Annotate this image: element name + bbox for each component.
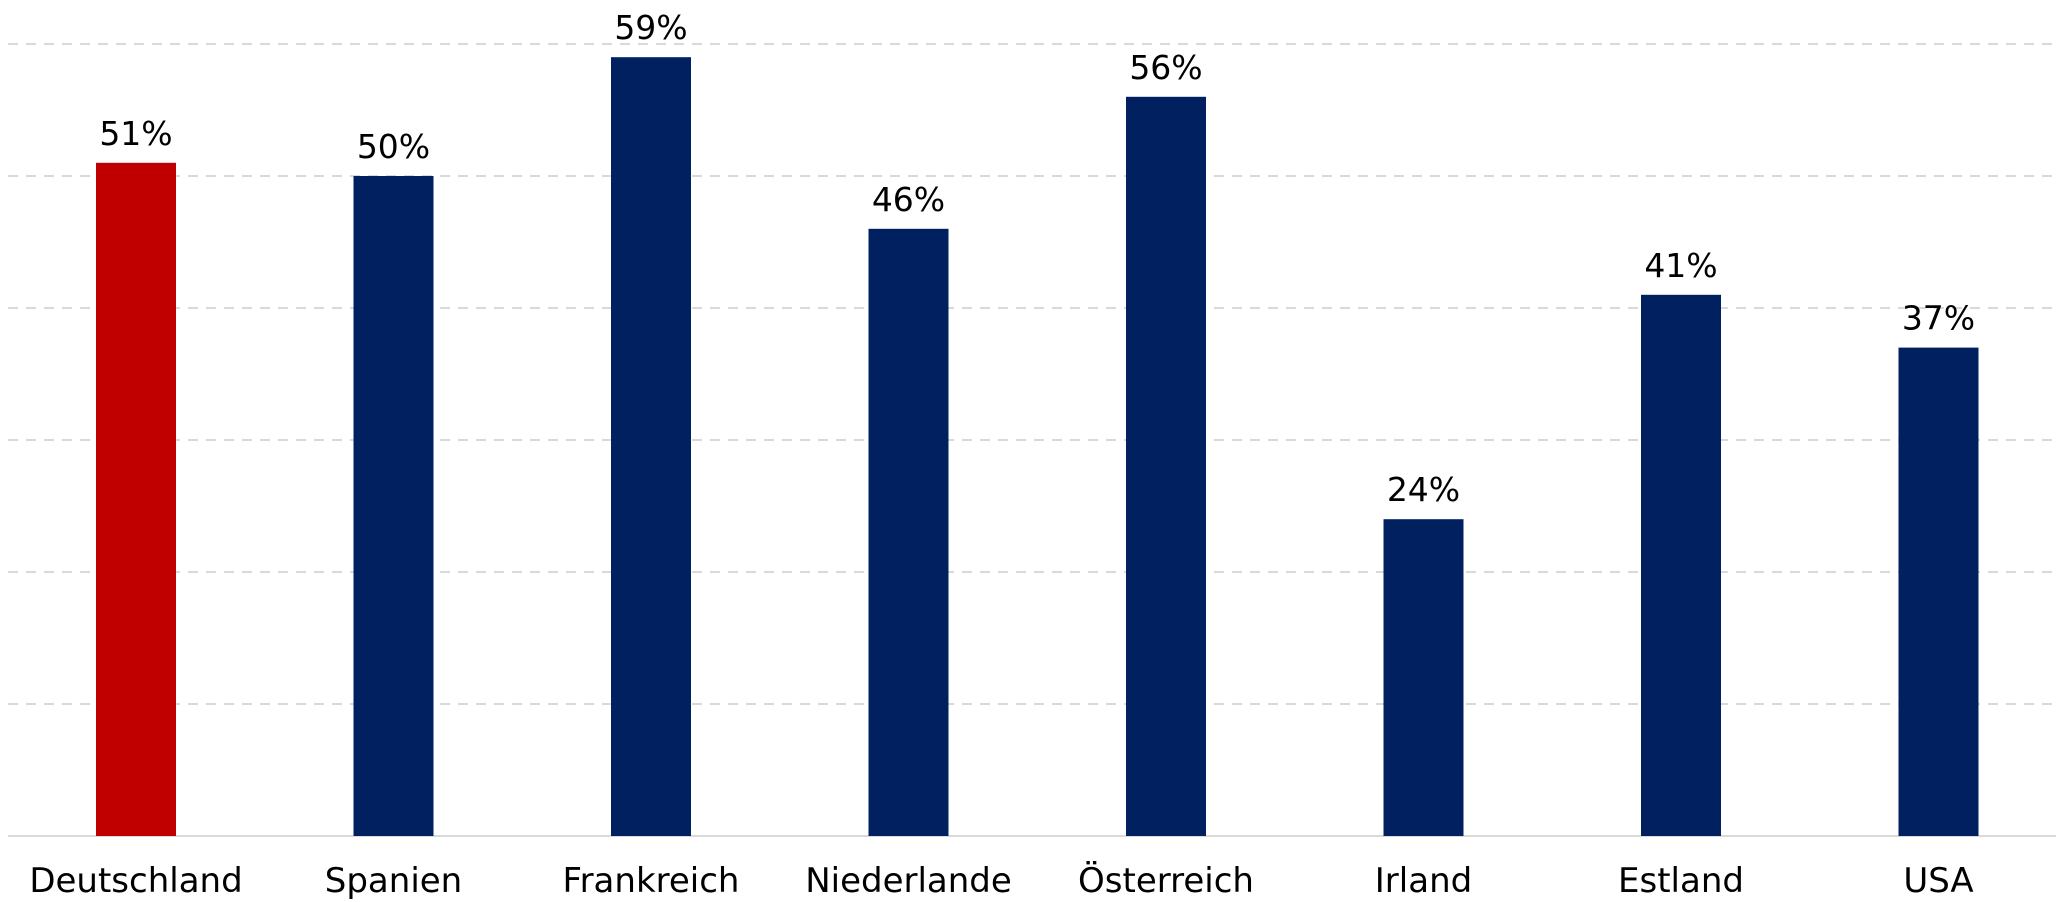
x-tick-label-niederlande: Niederlande: [805, 861, 1012, 901]
x-tick-label-spanien: Spanien: [325, 861, 462, 901]
x-tick-label-deutschland: Deutschland: [29, 861, 242, 901]
data-label-estland: 41%: [1644, 246, 1717, 285]
data-label-niederlande: 46%: [872, 180, 945, 219]
data-label-österreich: 56%: [1129, 48, 1202, 87]
x-tick-label-estland: Estland: [1618, 861, 1744, 901]
x-tick-label-österreich: Österreich: [1078, 860, 1254, 901]
bar-österreich: [1126, 96, 1206, 837]
gridlines: [8, 43, 2056, 837]
x-tick-label-usa: USA: [1903, 861, 1973, 901]
data-label-frankreich: 59%: [614, 8, 687, 47]
bar-estland: [1641, 294, 1721, 836]
bar-irland: [1383, 519, 1464, 836]
data-label-spanien: 50%: [357, 127, 430, 166]
x-tick-label-frankreich: Frankreich: [563, 861, 740, 901]
data-label-irland: 24%: [1387, 470, 1460, 509]
data-label-deutschland: 51%: [99, 114, 172, 153]
bar-spanien: [353, 176, 434, 836]
bar-usa: [1898, 347, 1979, 836]
x-axis-tick-labels: Deutschland Spanien Frankreich Niederlande Ö…: [29, 860, 1973, 901]
bar-niederlande: [868, 228, 949, 837]
bars: [96, 57, 1979, 837]
data-labels: 51% 50% 59% 46% 56% 24% 41% 37%: [99, 8, 1975, 509]
bar-frankreich: [611, 57, 691, 836]
data-label-usa: 37%: [1902, 299, 1975, 338]
bar-deutschland: [96, 162, 176, 837]
x-tick-label-irland: Irland: [1375, 861, 1472, 901]
